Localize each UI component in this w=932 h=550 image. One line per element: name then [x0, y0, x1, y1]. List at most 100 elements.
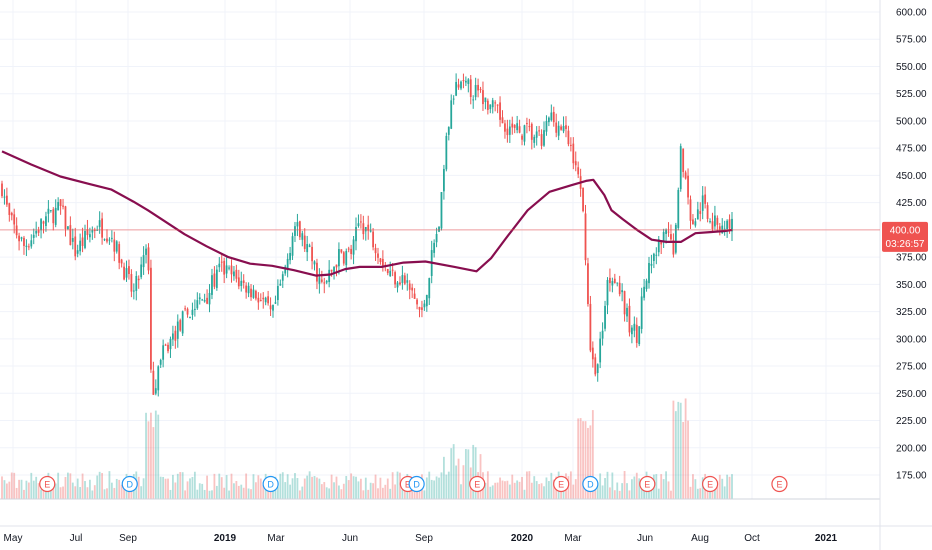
dividend-badge[interactable]: D: [582, 475, 599, 493]
candle-body: [587, 263, 589, 305]
volume-bar: [208, 490, 211, 499]
candle-body: [452, 98, 455, 100]
x-tick-label: Jul: [70, 533, 83, 544]
candle-body: [27, 246, 30, 248]
volume-bar: [528, 471, 531, 499]
candle-body: [526, 123, 528, 125]
volume-bar: [49, 489, 52, 499]
earnings-badge[interactable]: E: [553, 475, 570, 493]
candle-body: [296, 222, 299, 227]
candle-body: [264, 297, 267, 303]
event-badge-label: D: [413, 480, 420, 490]
volume-bar: [638, 478, 641, 499]
volume-bar: [179, 472, 182, 499]
candle-body: [711, 221, 714, 230]
volume-bar: [489, 486, 492, 499]
volume-bar: [98, 471, 101, 499]
earnings-badge[interactable]: E: [701, 475, 719, 493]
volume-bar: [628, 490, 631, 499]
candle-body: [701, 195, 704, 211]
candle-body: [162, 345, 165, 360]
volume-bar: [298, 490, 301, 499]
candle-body: [57, 202, 60, 211]
candle-body: [428, 278, 431, 299]
earnings-badge[interactable]: E: [771, 475, 788, 493]
volume-bar: [115, 478, 118, 499]
candle-body: [496, 104, 499, 106]
candle-body: [538, 130, 541, 132]
volume-bar: [613, 490, 616, 499]
dividend-badge[interactable]: D: [408, 475, 425, 493]
volume-bar: [513, 482, 516, 499]
volume-bar: [447, 471, 450, 499]
candle-body: [206, 297, 208, 304]
candle-body: [704, 194, 707, 204]
volume-bar: [37, 483, 40, 499]
earnings-badge[interactable]: E: [639, 475, 656, 493]
x-tick-label: Sep: [119, 533, 137, 544]
volume-bar: [71, 482, 74, 499]
volume-bar: [140, 486, 143, 499]
candle-body: [230, 265, 233, 275]
y-tick-label: 275.00: [896, 362, 927, 373]
volume-bar: [32, 480, 35, 499]
volume-bar: [110, 482, 113, 499]
y-tick-label: 325.00: [896, 307, 927, 318]
volume-bar: [682, 421, 685, 499]
volume-bar: [196, 489, 199, 499]
candle-body: [225, 265, 228, 274]
x-tick-label: 2019: [214, 533, 237, 544]
volume-bar: [491, 485, 494, 499]
volume-bar: [494, 482, 497, 499]
candle-body: [652, 253, 655, 261]
volume-bar: [281, 472, 284, 499]
volume-bar: [701, 477, 704, 499]
volume-bar: [74, 486, 77, 499]
candle-body: [394, 272, 396, 285]
candle-body: [521, 135, 523, 140]
candle-body: [462, 80, 465, 82]
price-axis[interactable]: 600.00 575.00 550.00 525.00 500.00 475.00 450.…: [896, 8, 927, 482]
volume-bar: [340, 489, 343, 499]
dividend-badge[interactable]: D: [262, 475, 279, 493]
volume-bar: [511, 474, 514, 499]
earnings-badge[interactable]: E: [39, 475, 56, 493]
volume-bar: [718, 474, 721, 499]
volume-bar: [584, 421, 587, 499]
candle-body: [630, 327, 633, 335]
volume-bar: [523, 489, 526, 499]
earnings-badge[interactable]: E: [469, 475, 486, 493]
volume-bar: [533, 476, 536, 499]
volume-bar: [62, 486, 64, 499]
candle-body: [533, 136, 536, 143]
candle-body: [91, 229, 94, 233]
volume-bar: [443, 456, 445, 499]
candle-body: [172, 333, 174, 340]
volume-bar: [301, 486, 304, 499]
event-badge-label: D: [127, 480, 134, 490]
candle-body: [233, 271, 235, 277]
volume-bar: [189, 478, 191, 499]
candle-body: [635, 324, 638, 343]
volume-bar: [313, 476, 316, 499]
volume-bar: [460, 484, 462, 499]
candle-body: [723, 228, 726, 230]
candle-body: [313, 261, 316, 265]
candle-body: [47, 208, 50, 214]
volume-bar: [118, 479, 121, 499]
candle-body: [316, 262, 318, 282]
candle-body: [145, 248, 147, 255]
time-axis[interactable]: May Jul Sep 2019 Mar Jun Sep 2020 Mar Jun Aug Oct 20…: [4, 533, 838, 544]
candle-body: [374, 247, 377, 254]
candle-body: [406, 280, 409, 283]
candle-body: [665, 229, 667, 234]
volume-bar: [472, 444, 475, 499]
candle-body: [530, 123, 533, 140]
candle-body: [59, 199, 62, 206]
volume-bar: [596, 483, 599, 499]
dividend-badge[interactable]: D: [121, 475, 138, 493]
candle-body: [381, 258, 384, 267]
volume-bar: [96, 475, 99, 499]
